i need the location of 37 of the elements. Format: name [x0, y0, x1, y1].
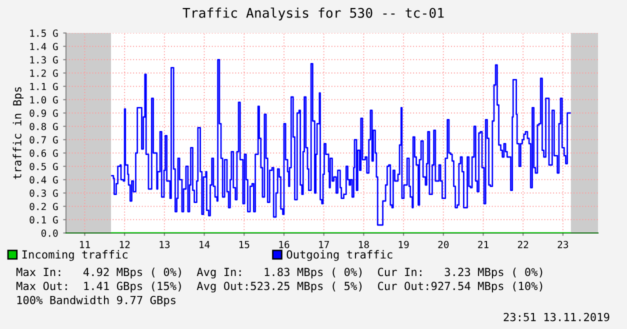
text: 100% Bandwidth 9.77 GBps — [17, 296, 176, 306]
x-tick-label: 19 — [398, 240, 409, 248]
y-tick-label: 1.1 G — [30, 82, 58, 90]
y-tick-label: 0.2 G — [30, 202, 58, 210]
x-tick-label: 11 — [80, 240, 90, 248]
x-tick-label: 16 — [279, 240, 290, 248]
text: 23:51 13.11.2019 — [504, 312, 610, 322]
x-tick-label: 21 — [478, 240, 488, 248]
y-axis-title: traffic in Bps — [12, 87, 24, 180]
y-tick-label: 0.1 G — [30, 216, 58, 224]
y-tick-label: 0.0 — [41, 230, 58, 237]
x-tick-label: 13 — [160, 240, 170, 248]
x-tick-label: 18 — [358, 240, 369, 248]
y-tick-label: 1.3 G — [30, 56, 58, 64]
y-tick-label: 1.5 G — [30, 30, 58, 37]
y-tick-label: 0.8 G — [30, 122, 58, 130]
y-tick-label: 1.2 G — [30, 70, 58, 77]
x-tick-label: 20 — [438, 240, 449, 248]
x-tick-label: 17 — [319, 240, 329, 248]
text: Max In: 4.92 MBps ( 0%) Avg In: 1.83 MBps ( 0%) Cur In: 3.23 MBps ( 0%) — [16, 268, 542, 278]
y-tick-label: 0.4 G — [30, 176, 58, 184]
x-tick-label: 23 — [558, 240, 568, 248]
chart-title: Traffic Analysis for 530 -- tc-01 — [182, 8, 444, 20]
y-tick-label: 0.7 G — [30, 136, 58, 144]
text: Max Out: 1.41 GBps (15%) Avg Out:523.25 MBps ( 5%) Cur Out:927.54 MBps (10%) — [16, 282, 542, 292]
y-tick-label: 1.4 G — [30, 42, 58, 50]
y-tick-label: 0.3 G — [30, 190, 58, 197]
x-tick-label: 14 — [200, 240, 210, 248]
y-tick-label: 0.5 G — [30, 162, 58, 170]
y-tick-label: 0.9 G — [30, 110, 58, 117]
legend-label: Incoming traffic — [22, 250, 128, 261]
legend-label: Outgoing traffic — [286, 250, 392, 261]
y-tick-label: 0.6 G — [30, 150, 58, 157]
x-tick-label: 12 — [120, 240, 130, 248]
y-tick-label: 1.0 G — [30, 96, 58, 104]
x-tick-label: 15 — [239, 240, 250, 248]
x-tick-label: 22 — [518, 240, 528, 248]
